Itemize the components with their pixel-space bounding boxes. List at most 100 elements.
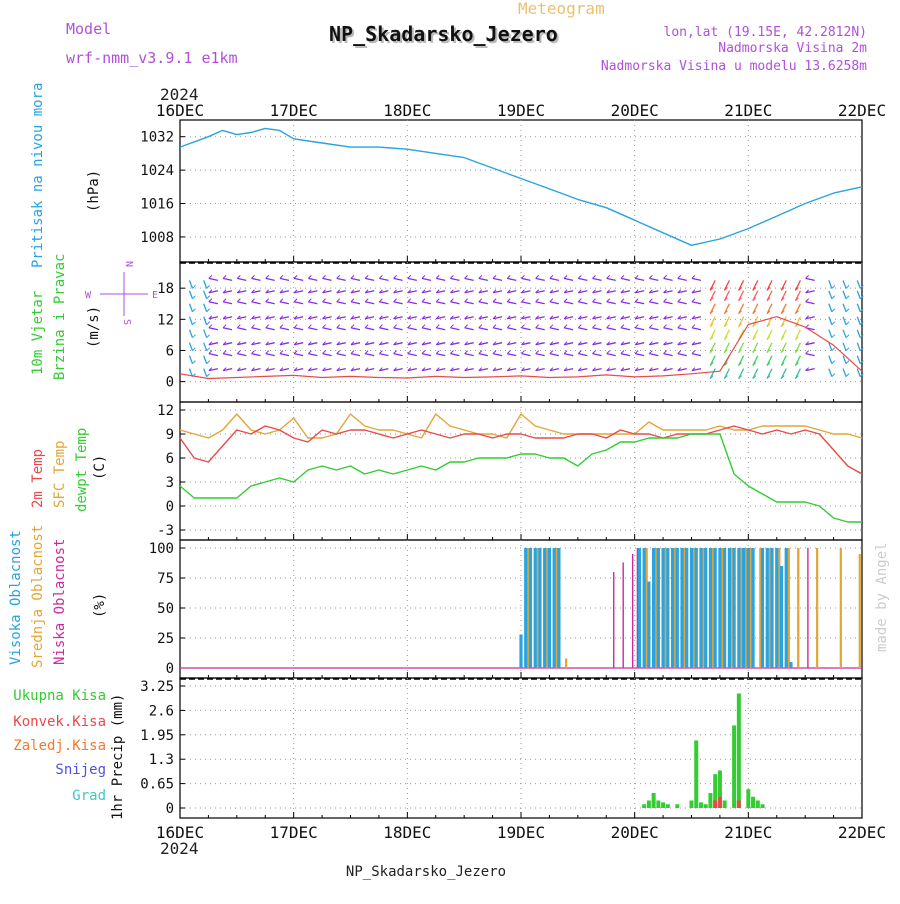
wind-barb-flag — [521, 275, 525, 279]
wind-barb-flag — [279, 350, 284, 355]
wind-barb-flag — [859, 285, 864, 289]
wind-barb — [208, 277, 219, 282]
wind-barb-flag — [766, 310, 771, 315]
wind-barb — [709, 316, 716, 328]
wind-barb-flag — [780, 297, 785, 302]
wind-barb — [492, 353, 503, 357]
wind-barb — [709, 303, 716, 315]
wind-barb-flag — [577, 367, 582, 371]
wind-barb — [365, 368, 375, 372]
wind-barb-flag — [407, 289, 412, 294]
wind-barb-flag — [492, 350, 497, 355]
wind-barb — [208, 342, 219, 346]
wind-barb-flag — [393, 367, 397, 371]
station-title: NP_Skadarsko_Jezero — [329, 22, 558, 46]
wind-barb — [620, 316, 631, 320]
wind-barb-flag — [634, 315, 639, 320]
precip-total-bar — [703, 804, 708, 808]
wind-barb-flag — [435, 324, 440, 329]
wind-barb-flag — [563, 315, 568, 320]
wind-barb-flag — [752, 336, 757, 341]
precip-total-bar — [694, 740, 699, 808]
wind-barb-flag — [752, 349, 757, 354]
wind-barb-flag — [620, 298, 625, 303]
wind-barb — [578, 353, 588, 357]
wind-barb-flag — [780, 310, 785, 315]
wind-barb — [478, 353, 488, 357]
wind-barb — [203, 280, 208, 289]
wind-barb-flag — [478, 341, 483, 346]
wind-barb-flag — [752, 375, 757, 379]
wind-barb — [322, 327, 332, 331]
cloud-high-bar — [661, 548, 665, 668]
wind-barb-flag — [192, 308, 196, 313]
wind-barb — [649, 342, 659, 346]
cloud-low-bar — [807, 548, 809, 668]
wind-barb — [563, 277, 574, 282]
wind-barb — [578, 327, 588, 331]
compass-n: N — [123, 261, 134, 267]
precip-total-bar — [656, 800, 661, 808]
wind-compass: N S E W — [85, 261, 158, 325]
wind-barb — [308, 368, 318, 372]
wind-barb — [365, 316, 375, 320]
wind-barb-flag — [606, 315, 611, 320]
wind-barb — [606, 327, 616, 331]
wind-barb-flag — [859, 308, 864, 313]
wind-barb-flag — [393, 298, 397, 303]
cloud-high-bar — [770, 548, 774, 668]
wind-barb — [780, 316, 787, 328]
wind-barb — [464, 353, 474, 357]
compass-e: E — [152, 290, 158, 301]
wind-barb — [738, 280, 745, 291]
wind-barb — [752, 368, 759, 379]
wind-barb-flag — [805, 275, 809, 279]
wind-barb — [279, 342, 290, 346]
cloud-low-bar — [631, 554, 634, 668]
wind-barb — [535, 327, 545, 331]
wind-barb-flag — [307, 341, 312, 346]
wind-barb — [350, 301, 361, 305]
wind-barb-flag — [859, 347, 864, 352]
cloud-mid-bar — [839, 548, 842, 668]
wind-barb-flag — [265, 298, 270, 303]
wind-barb-flag — [766, 323, 771, 328]
pressure-ylabel: Pritisak na nivou mora (hPa) — [30, 83, 102, 268]
wind-barb-flag — [752, 323, 757, 328]
wind-barb — [251, 368, 261, 372]
wind-barb — [365, 353, 375, 357]
wind-barb — [606, 277, 616, 282]
wind-barb-flag — [577, 289, 582, 294]
wind-barb-flag — [206, 285, 211, 289]
wind-barb-flag — [478, 350, 483, 355]
wind-barb-flag — [350, 341, 355, 346]
wind-barb-flag — [393, 324, 397, 329]
wind-barb — [322, 301, 332, 305]
wind-barb-flag — [577, 324, 582, 329]
wind-barb-flag — [222, 350, 227, 355]
wind-barb — [563, 316, 574, 320]
wind-barb-flag — [592, 350, 596, 355]
wind-barb-flag — [492, 341, 497, 346]
wind-barb — [464, 277, 474, 282]
wind-barb-flag — [208, 275, 213, 279]
wind-barb — [188, 329, 194, 338]
wind-barb — [188, 280, 194, 289]
wind-barb — [709, 368, 716, 379]
precip-ytick-label: 2.6 — [149, 703, 174, 719]
wind-barb — [738, 316, 745, 328]
temp-ylabel-2m: 2m Temp — [30, 449, 46, 508]
cloud-high-bar — [694, 548, 698, 668]
wind-barb — [535, 277, 545, 282]
wind-barb — [350, 290, 361, 294]
wind-barb — [478, 316, 488, 320]
wind-barb-flag — [663, 275, 667, 279]
wind-barb-flag — [677, 367, 682, 371]
year-bottom: 2024 — [160, 839, 199, 858]
wind-barb — [237, 290, 247, 294]
wind-barb — [620, 353, 631, 357]
wind-barb — [856, 316, 861, 325]
wind-barb-flag — [535, 275, 540, 279]
wind-barb — [393, 353, 403, 357]
model-label: Model — [66, 20, 111, 38]
